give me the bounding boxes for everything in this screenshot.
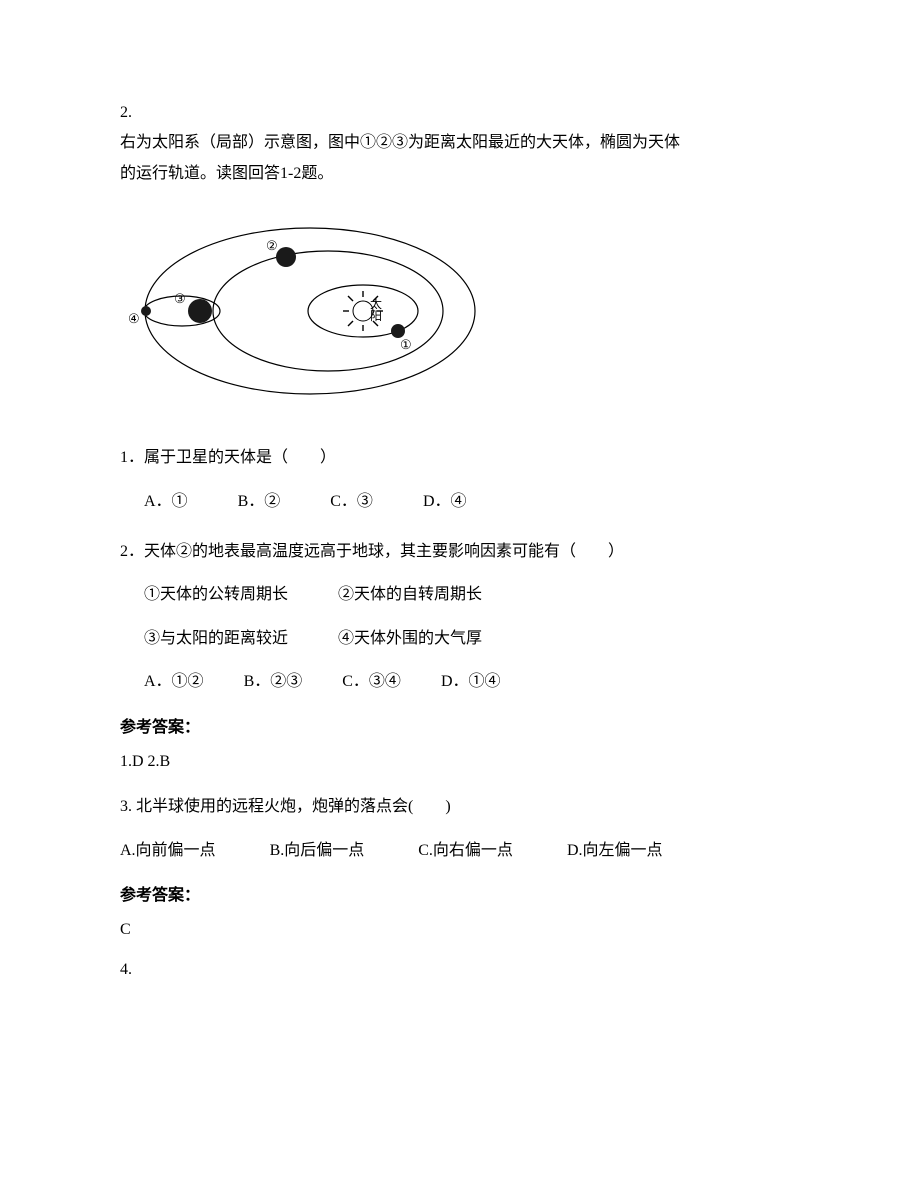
- q2-sub2-f1: ①天体的公转周期长: [144, 582, 288, 608]
- q2-sub1-opt-a: A．①: [144, 489, 188, 515]
- label-3: ③: [174, 291, 186, 306]
- q4-number: 4.: [120, 957, 800, 983]
- body-4: [141, 306, 151, 316]
- q2-answer: 1.D 2.B: [120, 749, 800, 775]
- q2-sub2-f2: ②天体的自转周期长: [338, 582, 482, 608]
- q3-answer: C: [120, 917, 800, 943]
- q2-sub2-factors-1: ①天体的公转周期长 ②天体的自转周期长: [120, 582, 800, 608]
- q2-sub2-opt-d: D．①④: [441, 669, 501, 695]
- q3-opt-a: A.向前偏一点: [120, 838, 216, 864]
- solar-system-diagram: 太 阳 ① ② ③ ④: [120, 207, 800, 416]
- body-1: [391, 324, 405, 338]
- q2-sub2-opt-c: C．③④: [342, 669, 401, 695]
- sun-label-2: 阳: [370, 309, 382, 323]
- body-3: [188, 299, 212, 323]
- q2-intro-1: 右为太阳系（局部）示意图，图中①②③为距离太阳最近的大天体，椭圆为天体: [120, 130, 800, 156]
- q2-sub1-opt-d: D．④: [423, 489, 467, 515]
- q2-sub2-stem: 2．天体②的地表最高温度远高于地球，其主要影响因素可能有（ ）: [120, 539, 800, 565]
- q3-answer-label: 参考答案：: [120, 883, 800, 909]
- q2-intro-2: 的运行轨道。读图回答1-2题。: [120, 161, 800, 187]
- q3-opt-d: D.向左偏一点: [567, 838, 663, 864]
- label-4: ④: [128, 311, 140, 326]
- q2-answer-label: 参考答案：: [120, 715, 800, 741]
- q2-sub2-options: A．①② B．②③ C．③④ D．①④: [120, 669, 800, 695]
- q2-sub1-opt-c: C．③: [330, 489, 373, 515]
- q2-number: 2.: [120, 100, 800, 126]
- q2-sub2-factors-2: ③与太阳的距离较近 ④天体外围的大气厚: [120, 626, 800, 652]
- q2-sub1-options: A．① B．② C．③ D．④: [120, 489, 800, 515]
- body-2: [276, 247, 296, 267]
- q3-opt-b: B.向后偏一点: [270, 838, 365, 864]
- q2-sub2-f4: ④天体外围的大气厚: [338, 626, 482, 652]
- q3-stem: 3. 北半球使用的远程火炮，炮弹的落点会( ): [120, 794, 800, 820]
- q2-sub1-opt-b: B．②: [238, 489, 281, 515]
- q2-sub1-stem: 1．属于卫星的天体是（ ）: [120, 445, 800, 471]
- q2-sub2-opt-a: A．①②: [144, 669, 204, 695]
- label-2: ②: [266, 238, 278, 253]
- q3-opt-c: C.向右偏一点: [418, 838, 513, 864]
- q3-options: A.向前偏一点 B.向后偏一点 C.向右偏一点 D.向左偏一点: [120, 838, 800, 864]
- q2-sub2-opt-b: B．②③: [244, 669, 303, 695]
- q2-sub2-f3: ③与太阳的距离较近: [144, 626, 288, 652]
- label-1: ①: [400, 337, 412, 352]
